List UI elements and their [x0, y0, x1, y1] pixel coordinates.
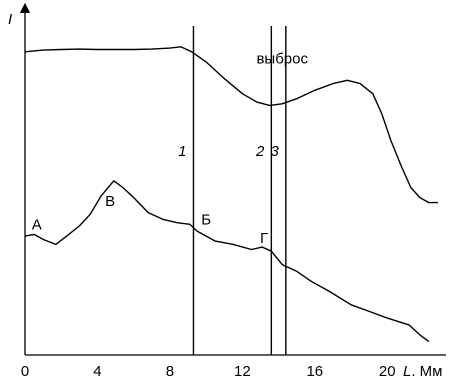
- series-line-2: [24, 180, 430, 343]
- x-tick-label: 16: [306, 363, 323, 380]
- chart-axes: [19, 2, 446, 356]
- marker-label-1: 1: [178, 143, 186, 160]
- y-axis-title: I: [8, 11, 12, 28]
- annotation-label: А: [32, 216, 42, 233]
- marker-label-3: 3: [270, 143, 279, 160]
- series-group: [24, 46, 438, 343]
- annotation-labels: выброс А В Б Г: [32, 51, 309, 247]
- annotation-label: В: [105, 193, 115, 210]
- x-tick-label: 4: [93, 363, 101, 380]
- x-tick-label: 0: [21, 363, 29, 380]
- x-tick-label: 8: [166, 363, 174, 380]
- annotation-label: выброс: [256, 51, 308, 68]
- x-axis-title: L. Мм: [403, 363, 443, 380]
- series-line-1: [24, 46, 438, 204]
- x-axis-title-unit: . Мм: [411, 363, 442, 380]
- annotation-label: Г: [260, 230, 268, 247]
- x-tick-labels: 0 4 8 12 16 20: [21, 363, 396, 380]
- x-axis-title-letter: L: [403, 363, 411, 380]
- annotation-label: Б: [201, 211, 211, 228]
- x-tick-label: 20: [379, 363, 396, 380]
- marker-label-2: 2: [255, 143, 265, 160]
- x-tick-label: 12: [234, 363, 251, 380]
